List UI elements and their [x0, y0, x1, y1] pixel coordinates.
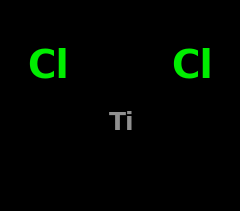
Text: Cl: Cl	[28, 47, 69, 85]
Text: Ti: Ti	[108, 111, 134, 135]
Text: Cl: Cl	[172, 47, 213, 85]
